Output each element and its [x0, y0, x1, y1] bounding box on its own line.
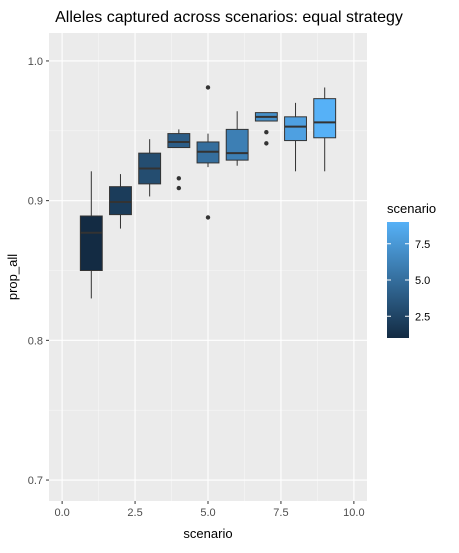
box-body	[284, 116, 307, 142]
chart-title: Alleles captured across scenarios: equal…	[55, 9, 403, 26]
outlier-point	[205, 85, 211, 90]
x-tick-label: 0.0	[54, 507, 69, 519]
legend-tick-label: 5.0	[415, 275, 430, 287]
box-body	[79, 215, 103, 271]
plot-marks	[79, 85, 337, 299]
legend-colorbar	[387, 222, 409, 338]
outlier-point	[176, 176, 182, 181]
x-tick-label: 2.5	[127, 507, 142, 519]
box-scenario-1	[79, 171, 103, 299]
legend-title: scenario	[387, 201, 436, 216]
box-scenario-8	[284, 102, 307, 172]
outlier-point	[264, 129, 269, 135]
outlier-point	[205, 215, 211, 220]
outlier-point	[264, 141, 269, 146]
outlier-point	[176, 185, 182, 191]
box-body	[167, 133, 191, 149]
axes: 0.0 2.5 5.0 7.5 10.0 0.7 0.8 0.9 1.0	[28, 56, 365, 519]
box-scenario-4	[167, 129, 191, 191]
y-axis-title: prop_all	[5, 254, 20, 300]
legend-tick-label: 7.5	[415, 239, 430, 251]
box-scenario-5	[196, 85, 220, 220]
box-scenario-7	[254, 112, 278, 146]
y-tick-label: 0.8	[28, 335, 43, 347]
y-tick-label: 0.9	[28, 196, 43, 208]
box-body	[313, 98, 337, 139]
legend-tick-label: 2.5	[415, 311, 430, 323]
box-body	[109, 186, 132, 216]
box-body	[225, 128, 249, 161]
box-scenario-6	[225, 111, 249, 166]
y-tick-label: 1.0	[28, 56, 43, 68]
y-tick-label: 0.7	[28, 475, 43, 487]
x-tick-label: 7.5	[273, 507, 288, 519]
x-axis-title: scenario	[183, 526, 232, 541]
legend: scenario 2.5 5.0 7.5	[387, 201, 436, 338]
x-tick-label: 10.0	[343, 507, 364, 519]
box-scenario-9	[313, 87, 337, 172]
x-tick-label: 5.0	[200, 507, 215, 519]
box-scenario-3	[138, 139, 162, 197]
box-scenario-2	[109, 174, 132, 229]
